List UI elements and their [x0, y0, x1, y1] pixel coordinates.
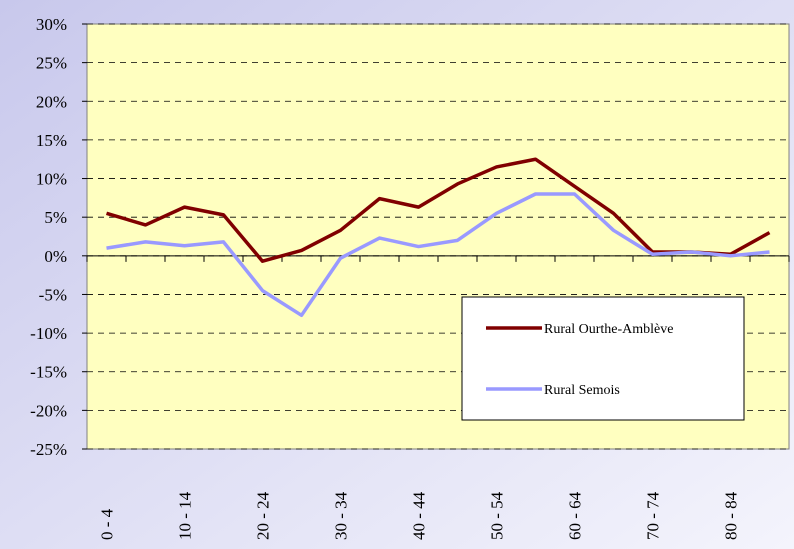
y-tick-label: -25%	[30, 440, 67, 459]
y-tick-label: 30%	[36, 15, 67, 34]
x-tick-label: 10 - 14	[176, 491, 195, 540]
x-tick-label: 80 - 84	[722, 491, 741, 540]
y-tick-label: -15%	[30, 363, 67, 382]
x-tick-label: 30 - 34	[332, 491, 351, 540]
y-tick-label: -20%	[30, 401, 67, 420]
x-tick-label: 60 - 64	[566, 491, 585, 540]
y-tick-label: 20%	[36, 92, 67, 111]
y-tick-label: 25%	[36, 54, 67, 73]
x-tick-label: 50 - 54	[488, 491, 507, 540]
legend-label: Rural Ourthe-Amblève	[544, 322, 673, 337]
y-tick-label: 15%	[36, 131, 67, 150]
y-tick-label: 10%	[36, 170, 67, 189]
y-tick-label: -5%	[39, 285, 67, 304]
y-tick-label: -10%	[30, 324, 67, 343]
x-tick-label: 40 - 44	[410, 491, 429, 540]
x-tick-label: 20 - 24	[254, 491, 273, 540]
y-tick-label: 0%	[44, 247, 67, 266]
legend	[461, 296, 745, 421]
legend-label: Rural Semois	[544, 383, 620, 398]
x-tick-label: 0 - 4	[98, 508, 117, 540]
y-tick-label: 5%	[44, 208, 67, 227]
series-line	[106, 157, 771, 263]
series-line	[106, 192, 770, 318]
x-tick-label: 70 - 74	[644, 491, 663, 540]
